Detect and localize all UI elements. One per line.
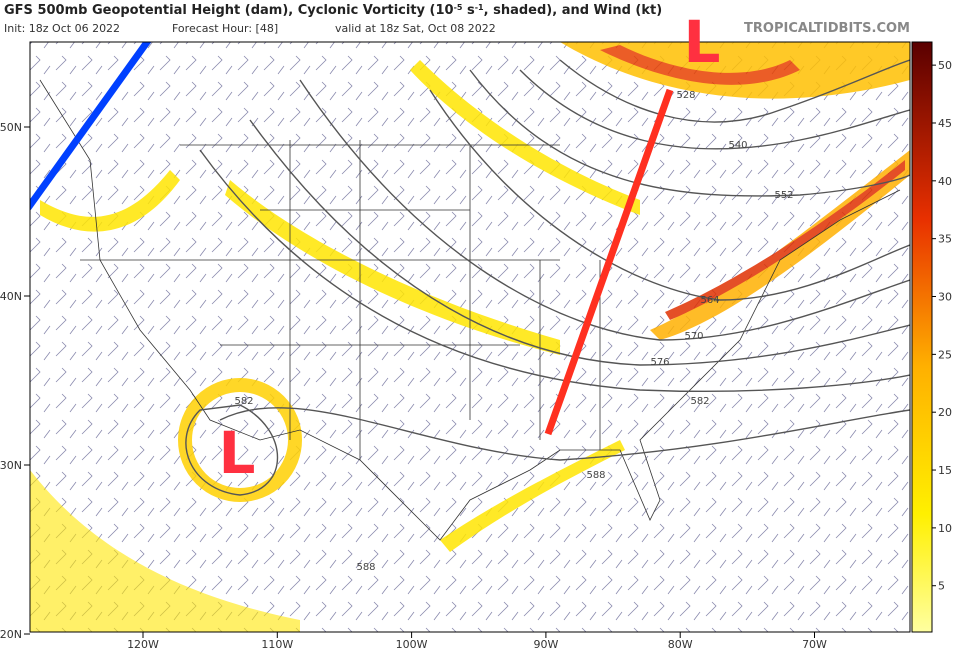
colorbar-label: 40	[938, 175, 952, 188]
contour-label: 564	[700, 295, 719, 306]
lon-label: 90W	[533, 638, 558, 651]
forecast-hour: Forecast Hour: [48]	[172, 22, 278, 35]
contour-label: 528	[676, 90, 695, 101]
colorbar-label: 35	[938, 233, 952, 246]
contour-label: 582	[690, 396, 709, 407]
contour-label: 552	[774, 190, 793, 201]
lat-label: 40N	[0, 290, 22, 303]
valid-time: valid at 18z Sat, Oct 08 2022	[335, 22, 496, 35]
lat-label: 20N	[0, 628, 22, 641]
contour-label: 576	[650, 357, 669, 368]
colorbar-label: 10	[938, 522, 952, 535]
lon-label: 120W	[127, 638, 159, 651]
lat-label: 50N	[0, 121, 22, 134]
contour-label: 540	[728, 140, 747, 151]
colorbar-label: 50	[938, 59, 952, 72]
colorbar-label: 25	[938, 348, 952, 361]
contour-label: 588	[586, 470, 605, 481]
map-area	[30, 42, 910, 632]
trough-axis-east	[544, 88, 674, 436]
height-contours	[185, 59, 910, 496]
contour-label: 582	[234, 396, 253, 407]
init-time: Init: 18z Oct 06 2022	[4, 22, 120, 35]
title: GFS 500mb Geopotential Height (dam), Cyc…	[4, 3, 662, 19]
low-marker: L	[219, 419, 256, 487]
low-marker: L	[684, 8, 721, 76]
colorbar-label: 20	[938, 406, 952, 419]
lon-label: 100W	[396, 638, 428, 651]
lat-label: 30N	[0, 459, 22, 472]
contour-label: 570	[684, 331, 703, 342]
colorbar-label: 45	[938, 117, 952, 130]
contour-label: 588	[356, 562, 375, 573]
lon-label: 70W	[802, 638, 827, 651]
colorbar-label: 15	[938, 464, 952, 477]
colorbar-label: 5	[938, 580, 945, 593]
geography	[39, 79, 901, 541]
colorbar	[911, 41, 933, 633]
colorbar-label: 30	[938, 291, 952, 304]
lon-label: 110W	[261, 638, 293, 651]
trough-axis-west	[30, 42, 152, 211]
lon-label: 80W	[668, 638, 693, 651]
map-frame	[29, 41, 911, 633]
brand: TROPICALTIDBITS.COM	[744, 21, 910, 36]
